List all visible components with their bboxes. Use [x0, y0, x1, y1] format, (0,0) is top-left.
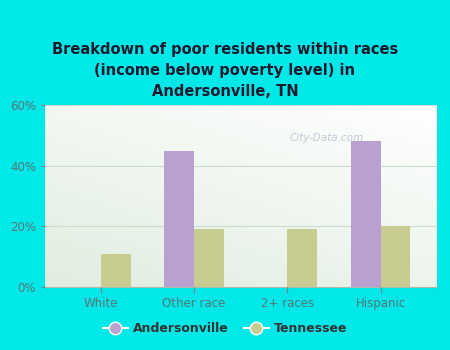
Bar — [351, 141, 381, 287]
Bar — [194, 229, 224, 287]
Bar — [164, 150, 194, 287]
Text: Breakdown of poor residents within races
(income below poverty level) in
Anderso: Breakdown of poor residents within races… — [52, 42, 398, 99]
Text: City-Data.com: City-Data.com — [290, 133, 364, 143]
Bar — [288, 229, 317, 287]
Legend: Andersonville, Tennessee: Andersonville, Tennessee — [98, 317, 352, 340]
Bar — [381, 226, 410, 287]
Bar — [101, 254, 131, 287]
